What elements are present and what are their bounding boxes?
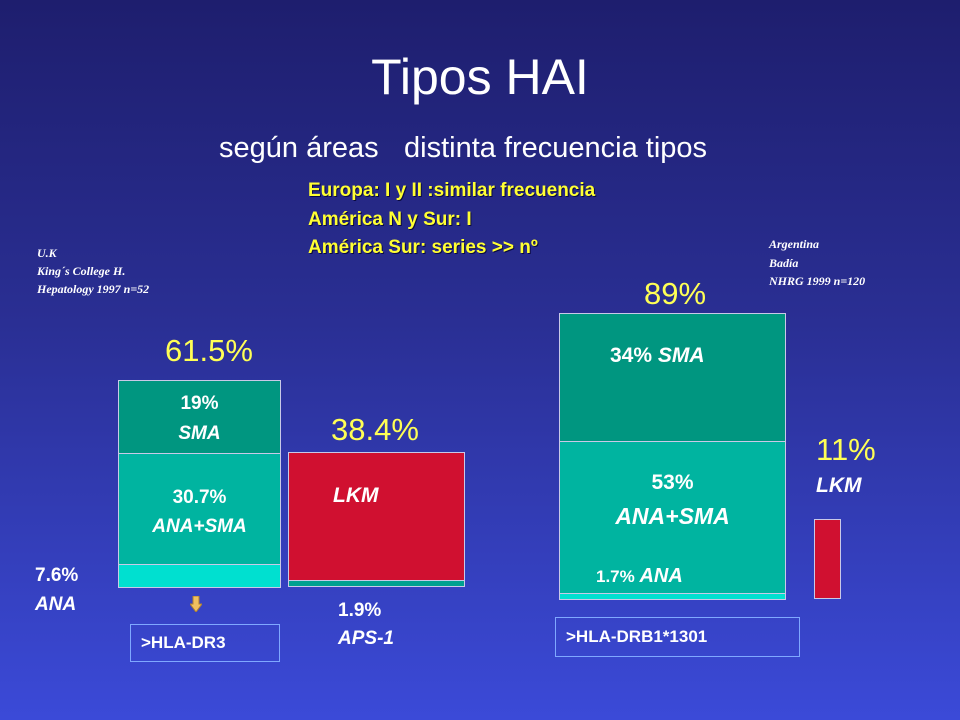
uk-type1-total: 61.5% xyxy=(165,333,253,368)
source-uk-country: U.K xyxy=(37,246,57,260)
uk-sma-segment xyxy=(118,380,281,454)
ar-type1-total: 89% xyxy=(644,276,707,311)
uk-lkm-segment xyxy=(288,452,465,581)
ar-ana-sma-segment xyxy=(559,441,786,594)
ar-sma-label: SMA xyxy=(657,344,705,367)
note-europa: Europa: I y II :similar frecuencia xyxy=(308,180,596,201)
uk-hla-box: >HLA-DR3 xyxy=(130,624,280,662)
ar-ana-pct: 1.7% xyxy=(596,567,635,586)
subtitle-left: según áreas xyxy=(219,132,379,164)
slide-title: Tipos HAI xyxy=(371,49,589,105)
uk-sma-pct: 19% xyxy=(180,393,219,414)
uk-ana-label: ANA xyxy=(35,594,77,615)
uk-ana-sma-label: ANA+SMA xyxy=(152,516,247,537)
uk-aps-label: APS-1 xyxy=(338,628,394,649)
uk-ana-pct: 7.6% xyxy=(35,565,79,586)
uk-type2-total: 38.4% xyxy=(331,412,419,447)
note-america-n-sur: América N y Sur: I xyxy=(308,209,472,230)
down-arrow-icon xyxy=(190,596,202,612)
ar-lkm-pct: 11% xyxy=(816,432,876,467)
ar-ana-sma-pct: 53% xyxy=(651,471,694,494)
source-ar-country: Argentina xyxy=(769,237,820,251)
ar-lkm-label: LKM xyxy=(816,474,862,497)
subtitle-right: distinta frecuencia tipos xyxy=(404,132,708,164)
ar-ana-sma-label: ANA+SMA xyxy=(615,503,730,529)
uk-aps-segment xyxy=(288,580,465,587)
ar-sma-pct: 34% xyxy=(610,344,653,367)
ar-sma-segment xyxy=(559,313,786,442)
note-america-sur: América Sur: series >> nº xyxy=(308,237,538,258)
source-ar-reference: NHRG 1999 n=120 xyxy=(769,274,866,288)
uk-ana-sma-pct: 30.7% xyxy=(172,487,227,508)
ar-ana-label: ANA xyxy=(639,565,683,587)
uk-lkm-label: LKM xyxy=(333,484,379,507)
ar-lkm-segment xyxy=(814,519,841,599)
source-uk-institution: King´s College H. xyxy=(37,264,126,278)
ar-ana-segment xyxy=(559,593,786,600)
uk-ana-sma-segment xyxy=(118,453,281,565)
uk-sma-label: SMA xyxy=(178,423,221,444)
source-uk-reference: Hepatology 1997 n=52 xyxy=(37,282,150,296)
source-ar-author: Badía xyxy=(769,256,799,270)
uk-aps-pct: 1.9% xyxy=(338,600,382,621)
ar-hla-box: >HLA-DRB1*1301 xyxy=(555,617,800,657)
uk-ana-segment xyxy=(118,564,281,588)
